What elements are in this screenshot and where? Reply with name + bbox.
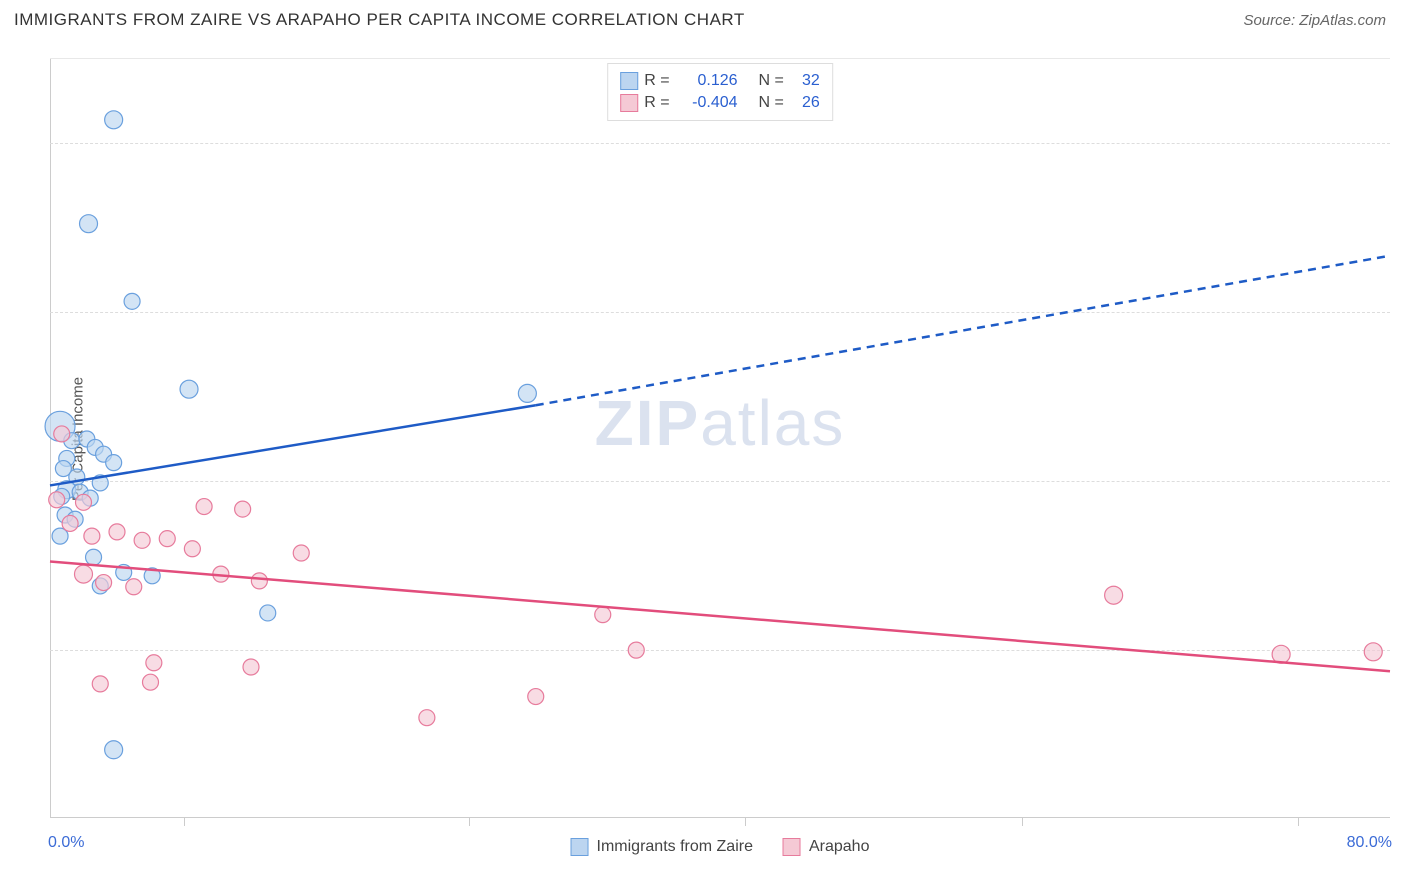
zaire-point	[86, 549, 102, 565]
legend-n-label: N =	[758, 94, 783, 112]
arapaho-point	[196, 499, 212, 515]
legend-stats-row: R = -0.404 N = 26	[620, 92, 820, 114]
zaire-point	[80, 215, 98, 233]
zaire-trendline-extrapolated	[536, 256, 1390, 405]
arapaho-point	[84, 528, 100, 544]
arapaho-trendline	[50, 561, 1390, 671]
legend-swatch	[783, 838, 801, 856]
legend-swatch	[620, 94, 638, 112]
zaire-point	[260, 605, 276, 621]
arapaho-point	[96, 575, 112, 591]
arapaho-point	[76, 494, 92, 510]
arapaho-point	[92, 676, 108, 692]
arapaho-point	[146, 655, 162, 671]
zaire-point	[105, 111, 123, 129]
x-tick	[745, 818, 746, 826]
x-tick	[184, 818, 185, 826]
x-axis-max-label: 80.0%	[1347, 834, 1392, 852]
x-tick	[1022, 818, 1023, 826]
arapaho-point	[143, 674, 159, 690]
x-tick	[1298, 818, 1299, 826]
arapaho-point	[235, 501, 251, 517]
arapaho-point	[109, 524, 125, 540]
header: IMMIGRANTS FROM ZAIRE VS ARAPAHO PER CAP…	[0, 0, 1406, 36]
chart-area: Per Capita Income $20,000$40,000$60,000$…	[50, 58, 1390, 818]
arapaho-point	[54, 426, 70, 442]
arapaho-point	[528, 689, 544, 705]
chart-title: IMMIGRANTS FROM ZAIRE VS ARAPAHO PER CAP…	[14, 10, 745, 30]
legend-swatch	[571, 838, 589, 856]
legend-stats-row: R = 0.126 N = 32	[620, 70, 820, 92]
legend-series-label: Immigrants from Zaire	[597, 838, 753, 856]
zaire-point	[106, 455, 122, 471]
legend-n-label: N =	[758, 72, 783, 90]
arapaho-point	[126, 579, 142, 595]
arapaho-point	[243, 659, 259, 675]
arapaho-point	[1364, 643, 1382, 661]
arapaho-point	[293, 545, 309, 561]
legend-swatch	[620, 72, 638, 90]
arapaho-point	[595, 607, 611, 623]
legend-r-value: -0.404	[676, 94, 738, 112]
arapaho-point	[251, 573, 267, 589]
zaire-point	[180, 380, 198, 398]
arapaho-point	[49, 492, 65, 508]
arapaho-point	[628, 642, 644, 658]
arapaho-point	[184, 541, 200, 557]
legend-series-item: Arapaho	[783, 838, 870, 856]
zaire-trendline	[50, 405, 536, 485]
chart-source: Source: ZipAtlas.com	[1243, 12, 1386, 29]
x-axis-min-label: 0.0%	[48, 834, 84, 852]
arapaho-point	[134, 532, 150, 548]
arapaho-point	[419, 710, 435, 726]
legend-series-label: Arapaho	[809, 838, 870, 856]
zaire-point	[518, 384, 536, 402]
legend-n-value: 32	[790, 72, 820, 90]
arapaho-point	[75, 565, 93, 583]
zaire-point	[105, 741, 123, 759]
arapaho-point	[159, 531, 175, 547]
zaire-point	[124, 293, 140, 309]
legend-stats: R = 0.126 N = 32 R = -0.404 N = 26	[607, 63, 833, 121]
legend-series: Immigrants from Zaire Arapaho	[571, 838, 870, 856]
legend-r-label: R =	[644, 72, 669, 90]
arapaho-point	[62, 515, 78, 531]
x-tick	[469, 818, 470, 826]
legend-n-value: 26	[790, 94, 820, 112]
arapaho-point	[1105, 586, 1123, 604]
legend-series-item: Immigrants from Zaire	[571, 838, 753, 856]
legend-r-value: 0.126	[676, 72, 738, 90]
plot-svg	[50, 59, 1390, 818]
legend-r-label: R =	[644, 94, 669, 112]
